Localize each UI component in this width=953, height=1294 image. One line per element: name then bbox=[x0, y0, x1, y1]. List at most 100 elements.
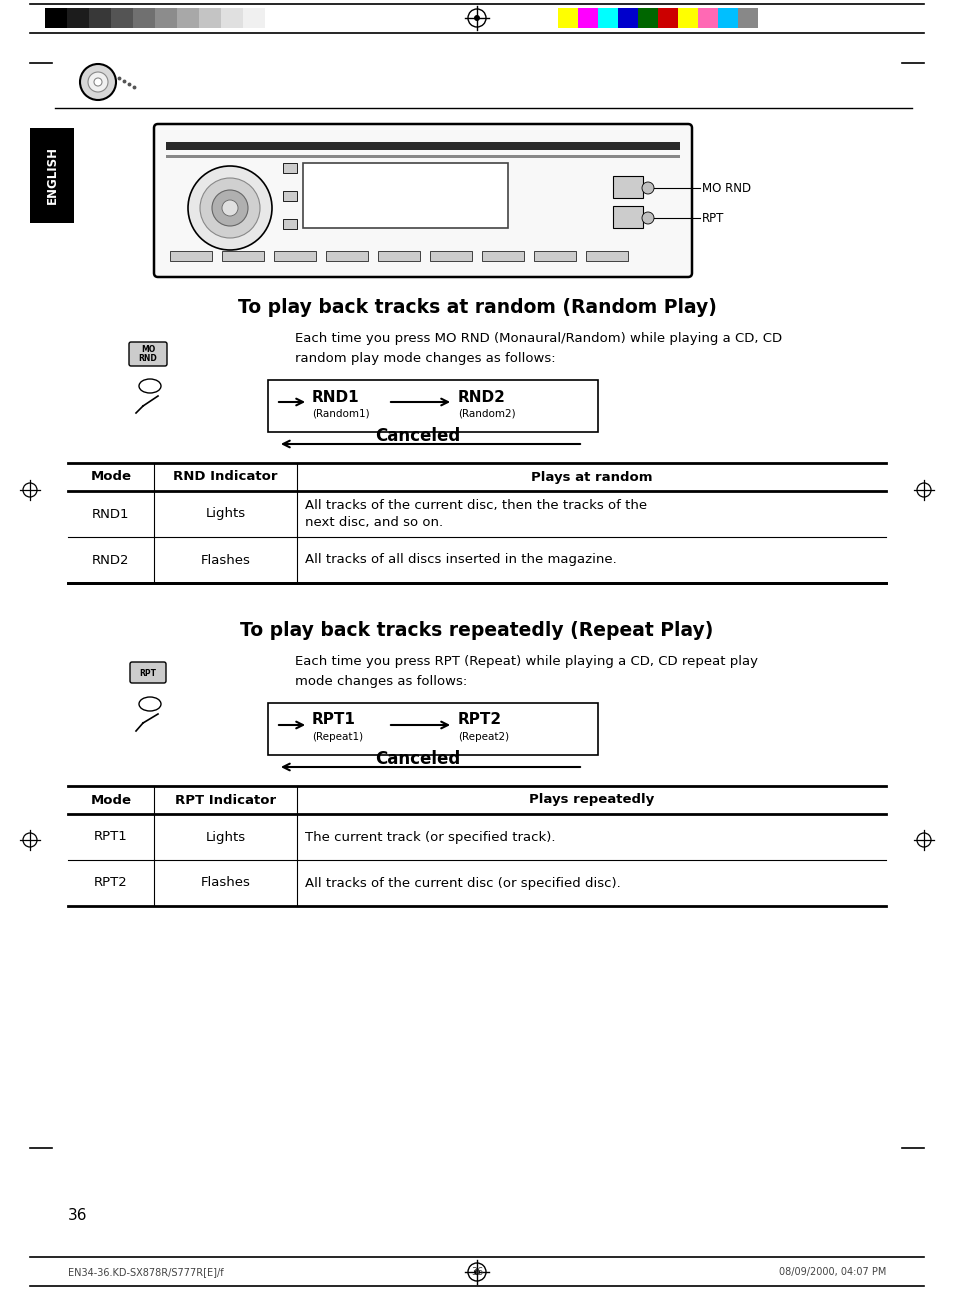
Bar bbox=[154, 8, 177, 28]
Bar bbox=[132, 8, 154, 28]
Bar bbox=[268, 703, 598, 754]
Bar bbox=[598, 8, 618, 28]
Bar bbox=[430, 251, 472, 261]
Bar bbox=[166, 142, 679, 150]
Text: RND Indicator: RND Indicator bbox=[173, 471, 277, 484]
Text: To play back tracks repeatedly (Repeat Play): To play back tracks repeatedly (Repeat P… bbox=[240, 621, 713, 641]
Bar bbox=[283, 163, 296, 173]
Circle shape bbox=[222, 201, 237, 216]
Text: All tracks of the current disc (or specified disc).: All tracks of the current disc (or speci… bbox=[305, 876, 620, 889]
Text: RPT2: RPT2 bbox=[94, 876, 128, 889]
Bar bbox=[585, 251, 627, 261]
Bar bbox=[265, 8, 287, 28]
Text: All tracks of the current disc, then the tracks of the
next disc, and so on.: All tracks of the current disc, then the… bbox=[305, 499, 646, 529]
Text: RPT: RPT bbox=[701, 211, 723, 224]
Bar bbox=[718, 8, 738, 28]
Text: (Repeat1): (Repeat1) bbox=[312, 732, 363, 741]
Text: (Random1): (Random1) bbox=[312, 409, 369, 419]
Bar bbox=[30, 128, 74, 223]
Text: Each time you press MO RND (Monaural/Random) while playing a CD, CD: Each time you press MO RND (Monaural/Ran… bbox=[294, 333, 781, 345]
Bar bbox=[326, 251, 368, 261]
Circle shape bbox=[474, 16, 479, 21]
Text: MO RND: MO RND bbox=[701, 181, 750, 194]
Circle shape bbox=[212, 190, 248, 226]
Text: The current track (or specified track).: The current track (or specified track). bbox=[305, 831, 555, 844]
Bar bbox=[243, 8, 265, 28]
Text: random play mode changes as follows:: random play mode changes as follows: bbox=[294, 352, 555, 365]
Ellipse shape bbox=[139, 697, 161, 710]
Text: MO
RND: MO RND bbox=[138, 344, 157, 364]
Text: Canceled: Canceled bbox=[375, 427, 460, 445]
Text: RND2: RND2 bbox=[92, 554, 130, 567]
Bar bbox=[283, 219, 296, 229]
Text: ENGLISH: ENGLISH bbox=[46, 146, 58, 204]
Circle shape bbox=[200, 179, 260, 238]
Text: (Repeat2): (Repeat2) bbox=[457, 732, 509, 741]
Text: RND2: RND2 bbox=[457, 389, 505, 405]
Text: RPT2: RPT2 bbox=[457, 713, 501, 727]
Text: RPT1: RPT1 bbox=[94, 831, 128, 844]
FancyBboxPatch shape bbox=[153, 124, 691, 277]
Bar bbox=[283, 192, 296, 201]
Bar bbox=[303, 163, 507, 228]
Bar bbox=[166, 155, 679, 158]
Bar bbox=[268, 380, 598, 432]
Text: Mode: Mode bbox=[91, 793, 132, 806]
Text: To play back tracks at random (Random Play): To play back tracks at random (Random Pl… bbox=[237, 298, 716, 317]
Bar bbox=[67, 8, 89, 28]
Text: 36: 36 bbox=[68, 1207, 88, 1223]
Circle shape bbox=[94, 78, 102, 85]
Text: RPT Indicator: RPT Indicator bbox=[174, 793, 275, 806]
Text: mode changes as follows:: mode changes as follows: bbox=[294, 675, 467, 688]
Bar bbox=[558, 8, 578, 28]
Bar bbox=[698, 8, 718, 28]
Bar bbox=[170, 251, 212, 261]
Text: (Random2): (Random2) bbox=[457, 409, 515, 419]
Bar bbox=[45, 8, 67, 28]
Circle shape bbox=[641, 182, 654, 194]
Text: All tracks of all discs inserted in the magazine.: All tracks of all discs inserted in the … bbox=[305, 554, 617, 567]
Bar bbox=[638, 8, 658, 28]
Bar bbox=[534, 251, 576, 261]
Circle shape bbox=[80, 63, 116, 100]
Text: EN34-36.KD-SX878R/S777R[E]/f: EN34-36.KD-SX878R/S777R[E]/f bbox=[68, 1267, 223, 1277]
Text: Plays repeatedly: Plays repeatedly bbox=[528, 793, 654, 806]
Text: 36: 36 bbox=[471, 1267, 482, 1277]
Bar bbox=[199, 8, 221, 28]
Text: RPT1: RPT1 bbox=[312, 713, 355, 727]
Bar bbox=[89, 8, 111, 28]
Bar bbox=[377, 251, 419, 261]
Circle shape bbox=[88, 72, 108, 92]
Bar bbox=[222, 251, 264, 261]
Text: RND1: RND1 bbox=[312, 389, 359, 405]
Text: Lights: Lights bbox=[205, 831, 245, 844]
Bar bbox=[578, 8, 598, 28]
Circle shape bbox=[188, 166, 272, 250]
Bar bbox=[658, 8, 678, 28]
Bar bbox=[618, 8, 638, 28]
Bar bbox=[738, 8, 758, 28]
Bar bbox=[274, 251, 315, 261]
Text: RND1: RND1 bbox=[92, 507, 130, 520]
Bar bbox=[177, 8, 199, 28]
FancyBboxPatch shape bbox=[129, 342, 167, 366]
Bar bbox=[678, 8, 698, 28]
Text: Lights: Lights bbox=[205, 507, 245, 520]
Text: Each time you press RPT (Repeat) while playing a CD, CD repeat play: Each time you press RPT (Repeat) while p… bbox=[294, 655, 758, 668]
Text: Flashes: Flashes bbox=[200, 876, 250, 889]
FancyBboxPatch shape bbox=[130, 663, 166, 683]
Text: Canceled: Canceled bbox=[375, 751, 460, 769]
Text: Flashes: Flashes bbox=[200, 554, 250, 567]
Ellipse shape bbox=[139, 379, 161, 393]
Text: RPT: RPT bbox=[139, 669, 156, 678]
Bar bbox=[613, 206, 642, 228]
Text: 08/09/2000, 04:07 PM: 08/09/2000, 04:07 PM bbox=[778, 1267, 885, 1277]
Circle shape bbox=[641, 212, 654, 224]
Circle shape bbox=[474, 1269, 479, 1275]
Bar bbox=[111, 8, 132, 28]
Text: Plays at random: Plays at random bbox=[530, 471, 652, 484]
Text: Mode: Mode bbox=[91, 471, 132, 484]
Bar bbox=[613, 176, 642, 198]
Bar bbox=[221, 8, 243, 28]
Bar bbox=[481, 251, 523, 261]
